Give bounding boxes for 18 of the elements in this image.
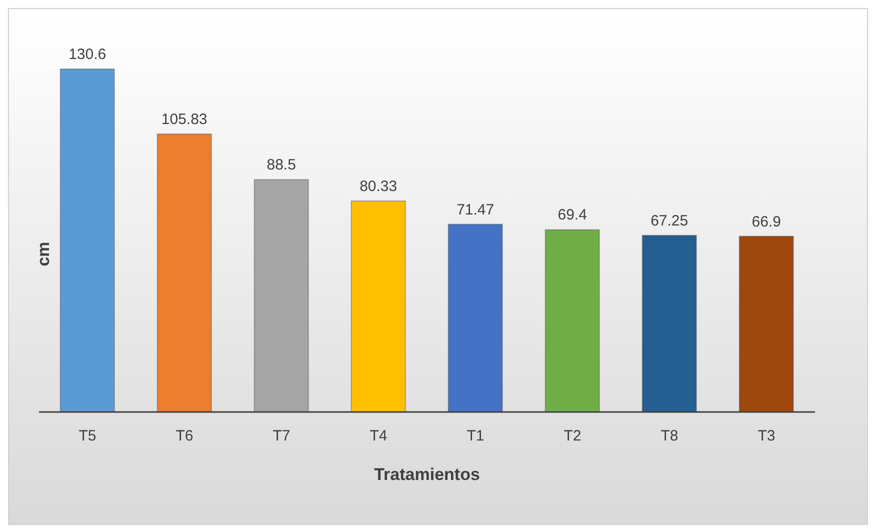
x-axis-title: Tratamientos <box>374 465 480 484</box>
data-label: 67.25 <box>650 212 688 230</box>
x-tick-label: T5 <box>78 428 96 445</box>
data-label: 66.9 <box>752 213 781 230</box>
x-tick-label: T2 <box>564 428 582 445</box>
data-label: 88.5 <box>266 156 296 174</box>
data-label: 69.4 <box>558 206 587 224</box>
x-tick-label: T7 <box>272 428 290 445</box>
x-tick-label: T1 <box>466 428 484 445</box>
x-tick-label: T4 <box>370 428 388 445</box>
data-label: 71.47 <box>456 201 494 218</box>
x-tick-label: T8 <box>660 428 678 445</box>
y-axis-title: cm <box>34 242 53 266</box>
data-label: 105.83 <box>161 111 208 128</box>
data-label: 130.6 <box>68 46 106 63</box>
x-tick-label: T3 <box>758 428 776 445</box>
x-tick-label: T6 <box>176 428 194 445</box>
data-label: 80.33 <box>360 178 398 196</box>
